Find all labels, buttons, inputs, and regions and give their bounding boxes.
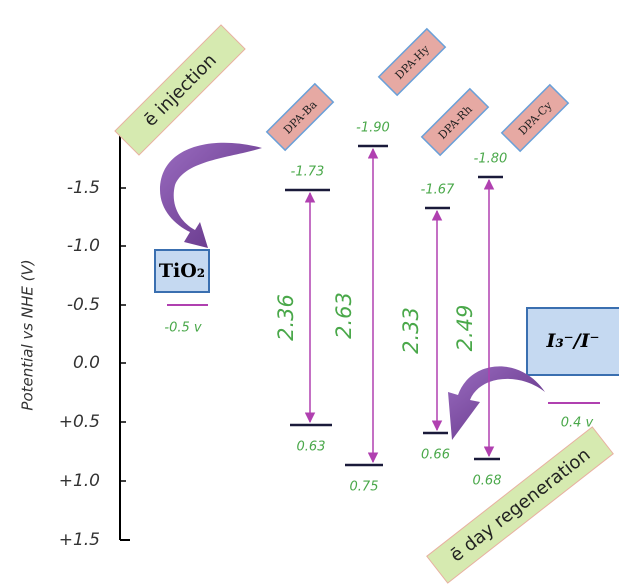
gap-label: 2.36 — [274, 294, 298, 341]
y-tick-label: -1.0 — [67, 236, 100, 256]
axis-label: Potential vs NHE (V) — [19, 259, 37, 410]
lumo-label: -1.67 — [421, 183, 455, 198]
gap-label: 2.63 — [332, 292, 356, 339]
dye-tag: DPA-Rh — [422, 89, 488, 155]
homo-label: 0.68 — [473, 474, 502, 489]
tio2-label: TiO₂ — [159, 260, 205, 282]
y-tick-label: -0.5 — [67, 295, 100, 315]
homo-label: 0.63 — [297, 440, 326, 455]
gap-label: 2.33 — [399, 307, 423, 354]
lumo-label: -1.73 — [291, 165, 325, 180]
injection-arrow — [160, 143, 262, 248]
y-tick-label: -1.5 — [67, 178, 100, 198]
redox-level-label: 0.4 v — [561, 416, 594, 431]
homo-label: 0.66 — [421, 448, 450, 463]
regeneration-tag: ē day regeneration — [427, 427, 613, 583]
tio2-level-label: -0.5 v — [164, 321, 201, 336]
dye-tag: DPA-Ba — [267, 84, 333, 150]
y-tick-label: +0.5 — [59, 412, 100, 432]
dye-tag: DPA-Cy — [502, 85, 568, 151]
diagram: Potential vs NHE (V) ē injection TiO₂ -0… — [0, 0, 619, 584]
homo-label: 0.75 — [350, 480, 379, 495]
regeneration-label: ē day regeneration — [446, 444, 594, 566]
injection-label: ē injection — [140, 50, 221, 131]
gap-label: 2.49 — [453, 305, 477, 352]
lumo-label: -1.80 — [474, 152, 508, 167]
regeneration-arrow — [448, 366, 545, 440]
lumo-label: -1.90 — [356, 121, 390, 136]
injection-tag: ē injection — [115, 25, 245, 155]
dye-tag: DPA-Hy — [379, 29, 445, 95]
y-tick-label: +1.0 — [59, 471, 100, 491]
y-tick-label: +1.5 — [59, 530, 100, 550]
y-tick-label: 0.0 — [73, 353, 100, 373]
redox-label: I₃⁻/I⁻ — [545, 330, 599, 352]
